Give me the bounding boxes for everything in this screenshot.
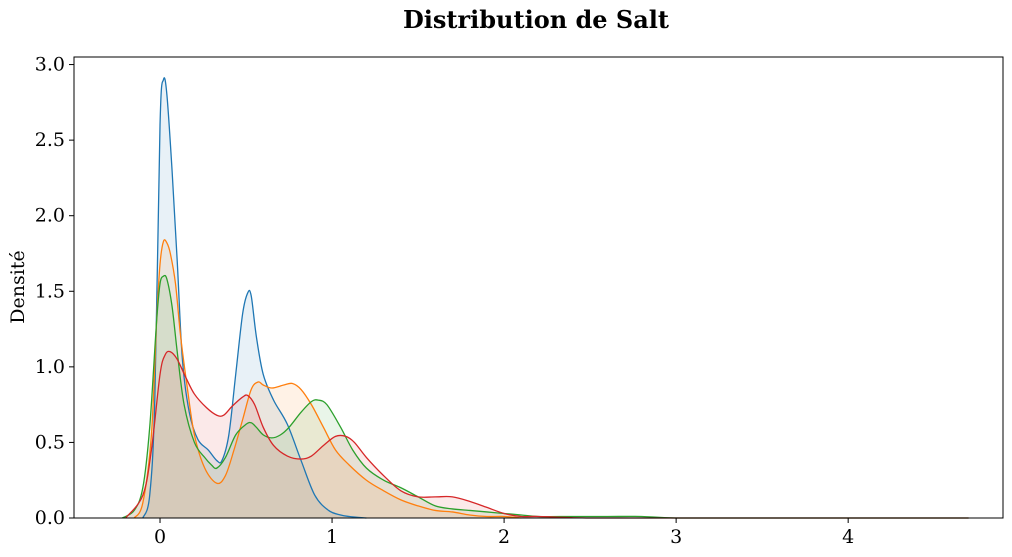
x-axis-ticks: 0 1 2 3 4 — [154, 518, 854, 548]
chart-title: Distribution de Salt — [403, 5, 669, 34]
series-1-line — [142, 77, 367, 519]
x-tick-label: 0 — [154, 526, 166, 548]
series-2-line — [133, 239, 522, 519]
y-tick-label: 2.5 — [35, 129, 65, 151]
series-3-area — [122, 275, 969, 518]
x-tick-label: 4 — [842, 526, 854, 548]
x-tick-label: 2 — [498, 526, 510, 548]
plot-area — [121, 77, 969, 519]
series-4-line — [125, 350, 969, 519]
series-4-area — [125, 351, 969, 518]
y-tick-label: 2.0 — [35, 205, 65, 227]
y-tick-label: 3.0 — [35, 54, 65, 76]
y-tick-label: 0.0 — [35, 507, 65, 529]
x-tick-label: 3 — [670, 526, 682, 548]
axes-frame — [73, 56, 1004, 519]
x-tick-label: 1 — [326, 526, 338, 548]
y-axis-ticks: 0.0 0.5 1.0 1.5 2.0 2.5 3.0 — [35, 54, 74, 529]
y-tick-label: 1.0 — [35, 356, 65, 378]
y-tick-label: 0.5 — [35, 431, 65, 453]
series-layer — [121, 77, 969, 519]
series-1-area — [142, 77, 367, 518]
y-tick-label: 1.5 — [35, 280, 65, 302]
y-axis-label: Densité — [7, 250, 29, 323]
